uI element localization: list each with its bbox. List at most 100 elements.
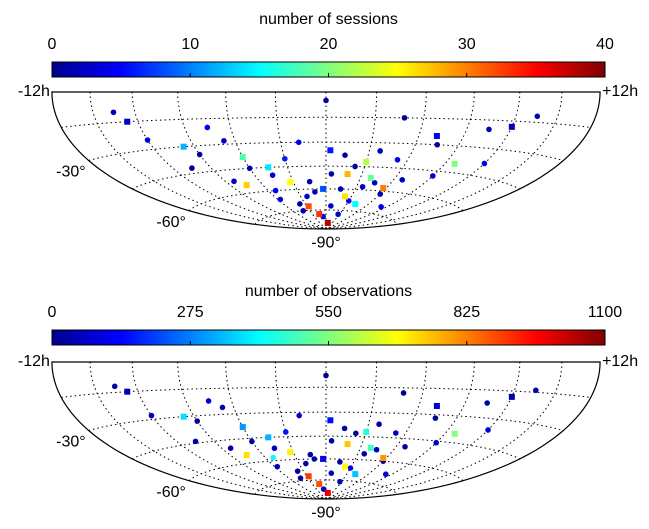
graticule <box>325 91 427 230</box>
graticule <box>177 361 327 500</box>
graticule <box>325 361 475 500</box>
point <box>367 444 374 451</box>
colorbar-tick-label: 10 <box>181 36 199 53</box>
point <box>328 438 335 444</box>
colorbar-tick-label: 20 <box>320 36 338 53</box>
point <box>124 118 131 125</box>
map-outline <box>51 91 601 230</box>
point <box>337 186 344 192</box>
point <box>246 165 253 172</box>
point <box>363 158 370 165</box>
point <box>297 475 304 481</box>
point <box>352 471 359 478</box>
x-tick-label: +12h <box>602 353 638 370</box>
point <box>378 204 384 210</box>
point <box>327 147 334 154</box>
point <box>297 201 303 207</box>
colorbar-tick-label: 30 <box>458 36 476 53</box>
point <box>508 393 515 400</box>
point <box>243 452 250 459</box>
graticule <box>325 91 475 230</box>
point <box>337 459 343 465</box>
point <box>148 412 155 419</box>
point <box>323 97 329 104</box>
colorbar-tick-label: 825 <box>453 304 480 321</box>
point <box>341 425 348 432</box>
point <box>352 163 358 170</box>
point <box>296 412 302 419</box>
point <box>282 155 288 162</box>
point <box>196 151 203 158</box>
point <box>287 179 294 186</box>
graticule <box>325 361 427 500</box>
point <box>328 470 335 476</box>
graticule <box>89 91 327 230</box>
map-outline <box>51 361 601 500</box>
point <box>110 109 117 116</box>
point <box>239 154 246 161</box>
point <box>192 438 199 445</box>
point <box>352 201 359 208</box>
graticule <box>61 116 591 128</box>
point <box>359 183 366 190</box>
point <box>341 463 348 470</box>
point <box>324 219 331 226</box>
point <box>205 398 212 404</box>
point <box>243 182 250 189</box>
point <box>274 463 281 470</box>
point <box>392 430 399 436</box>
point <box>345 198 352 204</box>
point <box>432 415 439 421</box>
point <box>306 178 313 185</box>
point <box>377 191 384 197</box>
point <box>380 454 387 461</box>
point <box>311 456 318 462</box>
point <box>320 455 327 462</box>
point <box>271 445 278 452</box>
y-tick-label: -60° <box>156 484 186 501</box>
graticule <box>325 361 521 500</box>
point <box>328 203 334 209</box>
point <box>341 193 348 200</box>
point <box>239 424 246 431</box>
point <box>249 438 255 445</box>
colorbar-tick-label: 1100 <box>588 304 623 321</box>
point <box>433 132 440 139</box>
point <box>287 449 294 456</box>
point <box>342 152 348 158</box>
colorbar-tick-label: 0 <box>48 304 57 321</box>
point <box>221 138 227 144</box>
point <box>486 126 492 133</box>
point <box>399 177 406 183</box>
point <box>231 178 237 185</box>
point <box>303 460 309 467</box>
graticule <box>177 91 327 230</box>
point <box>376 421 382 428</box>
x-tick-label: +12h <box>602 83 638 100</box>
graticule <box>131 361 327 500</box>
point <box>144 137 151 143</box>
point <box>382 471 389 478</box>
point <box>380 184 387 191</box>
point <box>434 141 441 148</box>
point <box>371 179 378 186</box>
y-tick-label: -30° <box>56 164 86 181</box>
point <box>433 402 440 409</box>
colorbar-tick-label: 550 <box>315 304 342 321</box>
graticule <box>225 361 327 500</box>
point <box>124 388 131 395</box>
point <box>484 400 490 406</box>
graticule <box>325 91 521 230</box>
point <box>451 160 458 167</box>
graticule <box>131 91 327 230</box>
point <box>305 473 312 480</box>
point <box>533 387 539 394</box>
point <box>337 478 343 485</box>
point <box>361 450 368 457</box>
point <box>481 160 488 167</box>
x-tick-label: -12h <box>18 83 50 100</box>
graticule <box>89 361 327 500</box>
point <box>305 203 312 210</box>
point <box>307 451 314 458</box>
